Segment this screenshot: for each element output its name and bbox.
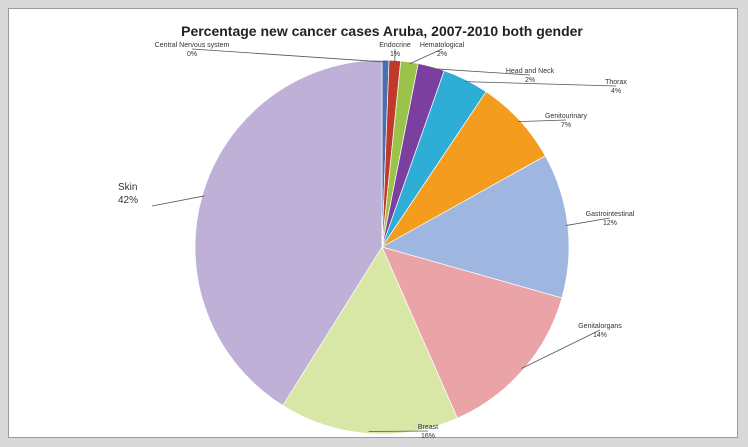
leader-lines bbox=[151, 48, 617, 432]
leader-line bbox=[368, 430, 429, 432]
slice-label: Endocrine bbox=[379, 42, 411, 49]
slice-percent: 4% bbox=[611, 88, 621, 95]
pie-slices bbox=[194, 59, 570, 435]
slice-percent: 7% bbox=[561, 122, 571, 129]
slice-label: Thorax bbox=[605, 79, 627, 86]
leader-line bbox=[191, 48, 386, 63]
slice-percent: 14% bbox=[593, 332, 607, 339]
slice-label: Genitourinary bbox=[545, 113, 588, 120]
slice-percent: 0% bbox=[187, 51, 197, 58]
slice-percent: 2% bbox=[437, 51, 447, 58]
slice-labels: Central Nervous system 0% Endocrine 1% Hemat… bbox=[118, 42, 635, 440]
slice-label: Genitalorgans bbox=[578, 323, 622, 330]
slice-percent: 1% bbox=[390, 51, 400, 58]
leader-line bbox=[521, 329, 601, 369]
pie-slice-genitalorgans bbox=[381, 246, 563, 419]
slice-label: Head and Neck bbox=[506, 68, 555, 75]
pie-slice-skin bbox=[194, 59, 383, 406]
leader-line bbox=[518, 119, 567, 123]
leader-line bbox=[430, 68, 531, 76]
slice-percent: 42% bbox=[118, 195, 138, 206]
pie-slice-breast bbox=[282, 246, 458, 435]
slice-label: Hematological bbox=[420, 42, 465, 49]
slice-percent: 12% bbox=[603, 220, 617, 227]
leader-line bbox=[565, 217, 611, 226]
slice-percent: 2% bbox=[525, 77, 535, 84]
leader-line bbox=[151, 195, 205, 207]
leader-line bbox=[464, 81, 617, 87]
slice-percent: 16% bbox=[421, 433, 435, 440]
slice-label: Central Nervous system bbox=[155, 42, 230, 49]
chart-title: Percentage new cancer cases Aruba, 2007-… bbox=[181, 23, 583, 39]
leader-line bbox=[409, 48, 443, 65]
slice-label: Breast bbox=[418, 424, 438, 431]
slice-label: Gastrointestinal bbox=[586, 211, 635, 218]
slice-label: Skin bbox=[118, 182, 137, 193]
